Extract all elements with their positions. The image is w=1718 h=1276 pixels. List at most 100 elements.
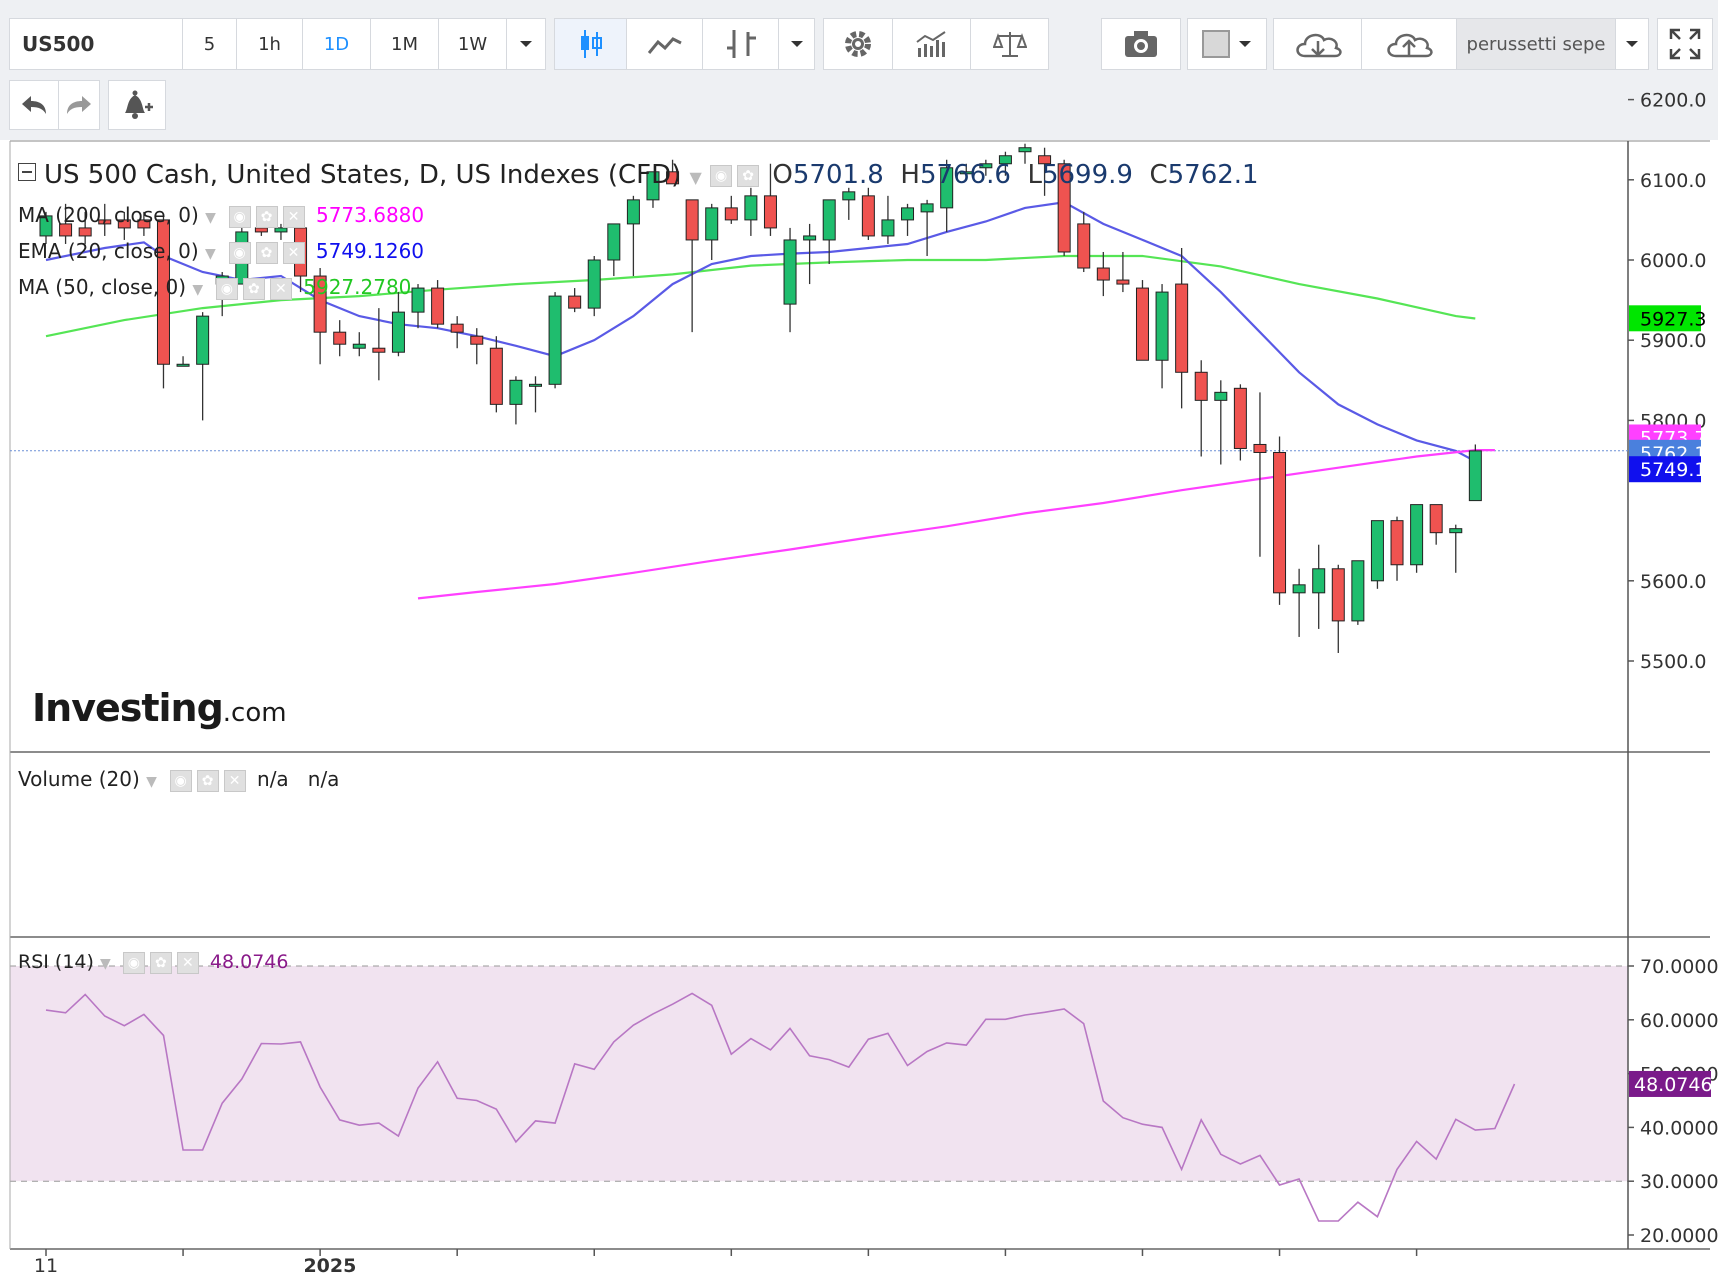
interval-dropdown[interactable]: [506, 18, 546, 70]
candle[interactable]: [1233, 384, 1247, 461]
eye-icon[interactable]: ◉: [122, 951, 145, 974]
undo-button[interactable]: [9, 80, 59, 130]
candles[interactable]: [39, 143, 1482, 653]
close-icon[interactable]: ✕: [282, 205, 305, 228]
candle[interactable]: [1370, 520, 1384, 589]
candle[interactable]: [372, 308, 386, 381]
candle[interactable]: [431, 280, 445, 329]
legend-dropdown-icon[interactable]: ▼: [205, 210, 216, 226]
candle[interactable]: [509, 376, 523, 425]
candle[interactable]: [1116, 251, 1130, 293]
candle[interactable]: [470, 328, 484, 365]
candle[interactable]: [705, 203, 719, 260]
candle[interactable]: [274, 223, 288, 240]
candle[interactable]: [901, 203, 915, 236]
eye-icon[interactable]: ◉: [710, 164, 733, 187]
candle[interactable]: [117, 211, 131, 240]
candle[interactable]: [920, 199, 934, 256]
candle[interactable]: [998, 151, 1012, 176]
candle[interactable]: [1038, 147, 1052, 196]
layout-button[interactable]: [1187, 18, 1267, 70]
close-icon[interactable]: ✕: [269, 277, 292, 300]
candle[interactable]: [196, 312, 210, 421]
redo-button[interactable]: [58, 80, 100, 130]
bars-button[interactable]: [702, 18, 779, 70]
candle[interactable]: [646, 171, 660, 208]
gear-icon[interactable]: ✿: [149, 951, 172, 974]
candle[interactable]: [783, 227, 797, 333]
interval-1w[interactable]: 1W: [438, 18, 507, 70]
candle[interactable]: [842, 187, 856, 220]
symbol-input[interactable]: US500: [9, 18, 183, 70]
candle[interactable]: [548, 292, 562, 389]
close-icon[interactable]: ✕: [176, 951, 199, 974]
candle[interactable]: [1312, 544, 1326, 629]
legend-dropdown-icon[interactable]: ▼: [146, 774, 157, 790]
close-icon[interactable]: ✕: [223, 769, 246, 792]
candle[interactable]: [1253, 392, 1267, 557]
candle[interactable]: [881, 195, 895, 244]
candles-button[interactable]: [554, 18, 627, 70]
gear-icon[interactable]: ✿: [255, 241, 278, 264]
candle[interactable]: [1331, 564, 1345, 653]
gear-icon[interactable]: ✿: [737, 164, 760, 187]
candle[interactable]: [1410, 504, 1424, 573]
legend-dropdown-icon[interactable]: ▼: [192, 282, 204, 298]
add-alert-button[interactable]: [108, 80, 166, 130]
legend-dropdown-icon[interactable]: ▼: [99, 956, 111, 972]
candle[interactable]: [39, 211, 53, 244]
candle[interactable]: [803, 223, 817, 285]
candle[interactable]: [1096, 251, 1110, 297]
candle[interactable]: [1077, 211, 1091, 273]
candle[interactable]: [98, 203, 112, 236]
candle[interactable]: [1351, 560, 1365, 625]
legend-dropdown-icon[interactable]: ▼: [205, 246, 216, 262]
candle[interactable]: [1449, 524, 1463, 573]
candle[interactable]: [391, 292, 405, 357]
candle[interactable]: [1390, 516, 1404, 581]
line-chart-button[interactable]: [626, 18, 703, 70]
candle[interactable]: [529, 376, 542, 413]
close-icon[interactable]: ✕: [282, 241, 305, 264]
fullscreen-button[interactable]: [1657, 18, 1713, 70]
gear-icon[interactable]: ✿: [196, 769, 219, 792]
candle[interactable]: [822, 199, 836, 265]
candle[interactable]: [1135, 280, 1149, 361]
candle[interactable]: [176, 356, 190, 367]
candle[interactable]: [352, 332, 366, 357]
candle[interactable]: [626, 195, 640, 277]
candle[interactable]: [587, 255, 601, 317]
indicators-button[interactable]: [892, 18, 971, 70]
legend-dropdown-icon[interactable]: ▼: [689, 168, 702, 187]
candle[interactable]: [411, 284, 425, 329]
candle[interactable]: [1057, 159, 1071, 256]
candle[interactable]: [1194, 360, 1208, 457]
candle[interactable]: [156, 215, 170, 389]
eye-icon[interactable]: ◉: [215, 277, 238, 300]
candle[interactable]: [685, 199, 699, 333]
eye-icon[interactable]: ◉: [228, 241, 251, 264]
interval-1h[interactable]: 1h: [236, 18, 303, 70]
candle[interactable]: [861, 187, 875, 240]
candle[interactable]: [333, 320, 347, 357]
candle[interactable]: [979, 159, 993, 176]
gear-icon[interactable]: ✿: [255, 205, 278, 228]
candle[interactable]: [940, 159, 954, 232]
candle[interactable]: [78, 211, 92, 244]
candle[interactable]: [744, 187, 758, 236]
user-dropdown[interactable]: [1615, 18, 1649, 70]
candle[interactable]: [763, 163, 777, 236]
candle[interactable]: [1214, 380, 1228, 465]
candle[interactable]: [1429, 504, 1443, 545]
candle[interactable]: [666, 159, 680, 185]
user-menu[interactable]: perussetti sepe: [1456, 18, 1616, 70]
save-cloud-button[interactable]: [1361, 18, 1457, 70]
candle[interactable]: [1468, 444, 1482, 502]
candle[interactable]: [959, 163, 973, 180]
settings-button[interactable]: [823, 18, 893, 70]
candle[interactable]: [489, 336, 503, 413]
eye-icon[interactable]: ◉: [169, 769, 192, 792]
eye-icon[interactable]: ◉: [228, 205, 251, 228]
candle[interactable]: [137, 211, 151, 236]
gear-icon[interactable]: ✿: [242, 277, 265, 300]
